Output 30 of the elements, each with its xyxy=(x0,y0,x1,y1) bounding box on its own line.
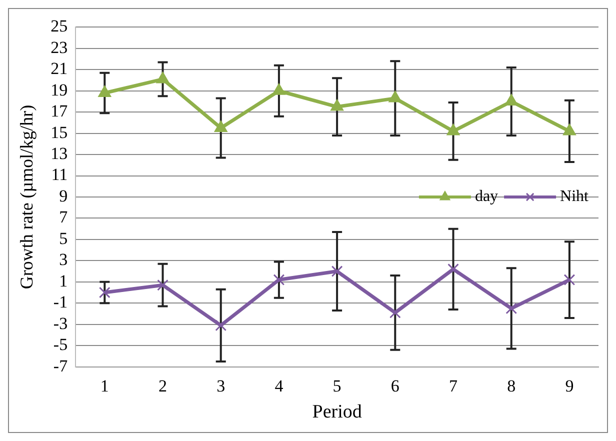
x-tick-label: 5 xyxy=(332,376,342,396)
y-tick-label: 17 xyxy=(50,102,68,121)
x-tick-label: 7 xyxy=(449,376,458,396)
y-tick-label: 23 xyxy=(50,38,68,57)
y-axis-title: Growth rate (µmol/kg/hr) xyxy=(16,104,37,290)
y-tick-label: 7 xyxy=(59,208,68,227)
y-tick-label: 13 xyxy=(50,144,68,164)
y-tick-label: 11 xyxy=(51,165,68,184)
y-tick-label: -5 xyxy=(53,335,68,354)
y-tick-label: -1 xyxy=(53,292,68,312)
y-tick-label: 25 xyxy=(50,16,68,36)
x-tick-label: 4 xyxy=(274,376,284,396)
y-tick-label: 9 xyxy=(59,186,68,206)
x-tick-label: 2 xyxy=(158,376,167,396)
y-tick-label: -7 xyxy=(53,356,68,376)
x-tick-label: 3 xyxy=(216,376,226,396)
x-axis-title: Period xyxy=(312,402,362,423)
legend-label: day xyxy=(474,188,498,206)
y-tick-label: 1 xyxy=(59,271,68,290)
x-tick-label: 8 xyxy=(507,376,516,396)
x-tick-label: 9 xyxy=(565,376,574,396)
x-tick-label: 1 xyxy=(100,376,109,396)
y-tick-label: 3 xyxy=(59,250,68,270)
y-tick-label: 15 xyxy=(50,122,68,142)
legend-label: Niht xyxy=(560,188,590,206)
y-tick-label: 19 xyxy=(50,80,68,100)
y-tick-label: -3 xyxy=(53,314,68,333)
y-tick-label: 5 xyxy=(59,228,68,248)
y-tick-label: 21 xyxy=(50,59,68,78)
x-tick-label: 6 xyxy=(390,376,400,396)
